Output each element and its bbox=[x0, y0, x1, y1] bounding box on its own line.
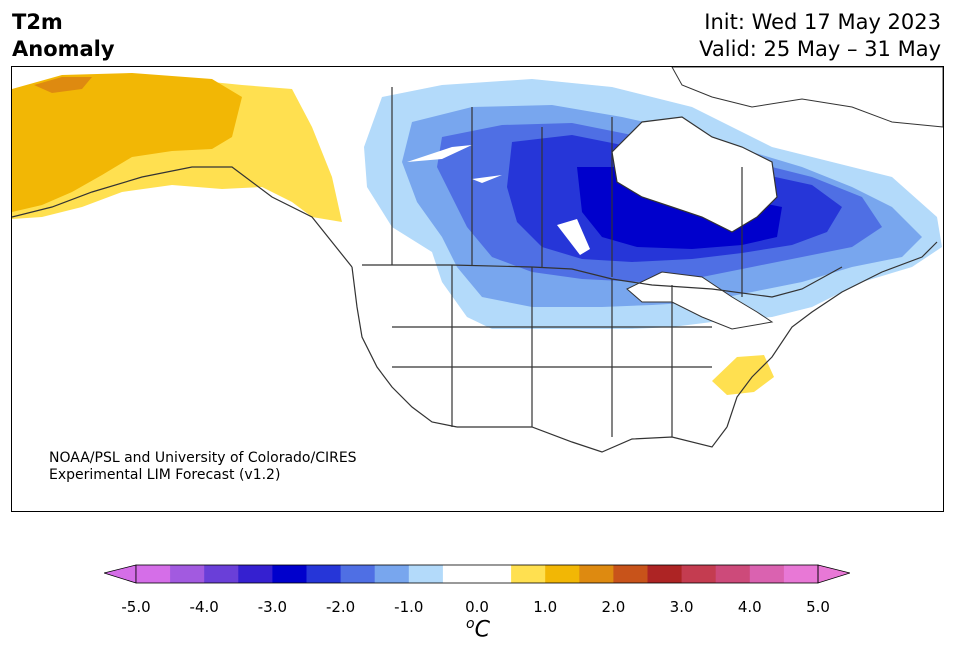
map-title: T2m Anomaly bbox=[12, 9, 115, 63]
valid-range: Valid: 25 May – 31 May bbox=[699, 37, 941, 61]
colorbar-extend-min bbox=[104, 564, 137, 584]
colorbar-outline bbox=[135, 564, 819, 584]
colorbar-cell bbox=[204, 565, 239, 583]
forecast-dates: Init: Wed 17 May 2023 Valid: 25 May – 31… bbox=[699, 9, 941, 63]
colorbar-cell bbox=[681, 565, 717, 583]
colorbar-tick-label: 1.0 bbox=[533, 598, 558, 616]
alaska-warm-mid bbox=[12, 73, 242, 212]
atlantic-coast bbox=[726, 241, 938, 428]
init-date: Init: Wed 17 May 2023 bbox=[704, 10, 941, 34]
colorbar-cell bbox=[442, 565, 478, 583]
colorbar-tick-label: -1.0 bbox=[394, 598, 424, 616]
lake-1 bbox=[407, 145, 472, 162]
carolina-warm bbox=[712, 355, 774, 395]
credit-text: NOAA/PSL and University of Colorado/CIRE… bbox=[49, 450, 357, 484]
alaska-coast bbox=[12, 166, 353, 268]
colorbar-cell bbox=[238, 565, 273, 583]
pacific-coast bbox=[351, 266, 458, 428]
arctic-islands bbox=[671, 67, 943, 128]
title-line-2: Anomaly bbox=[12, 37, 115, 61]
colorbar-cell bbox=[783, 565, 819, 583]
hudson-bay bbox=[611, 116, 778, 233]
colorbar-cell bbox=[374, 565, 410, 583]
canada-province-lines bbox=[391, 87, 743, 297]
colorbar-tick-label: 5.0 bbox=[806, 598, 830, 616]
colorbar-cell bbox=[579, 565, 614, 583]
colorbar-tick-label: -2.0 bbox=[325, 598, 356, 616]
colorbar-cell bbox=[306, 565, 342, 583]
colorbar-cell bbox=[170, 565, 205, 583]
gulf-coast bbox=[457, 426, 728, 453]
colorbar-cell bbox=[647, 565, 683, 583]
colorbar-cell bbox=[477, 565, 512, 583]
title-line-1: T2m bbox=[12, 10, 63, 34]
unit-degree: o bbox=[466, 616, 475, 632]
colorbar-tick-label: -5.0 bbox=[121, 598, 151, 616]
colorbar-tick-label: 0.0 bbox=[465, 598, 489, 616]
colorbar-cell bbox=[136, 565, 171, 583]
colorbar-tick-label: 3.0 bbox=[669, 598, 694, 616]
colorbar-cell bbox=[545, 565, 580, 583]
anomaly-map bbox=[11, 66, 944, 512]
colorbar-cell bbox=[408, 565, 444, 583]
borders bbox=[12, 87, 938, 453]
colorbar-extend-max bbox=[817, 564, 850, 584]
credit-line-2: Experimental LIM Forecast (v1.2) bbox=[49, 467, 281, 483]
colorbar-tick-label: -4.0 bbox=[189, 598, 219, 616]
colorbar-cell bbox=[511, 565, 546, 583]
colorbar-cell bbox=[340, 565, 376, 583]
colorbar-tick-label: -3.0 bbox=[257, 598, 288, 616]
colorbar-unit: oC bbox=[466, 616, 490, 642]
lake-3 bbox=[557, 219, 590, 255]
colorbar-tick-label: 2.0 bbox=[601, 598, 626, 616]
credit-line-1: NOAA/PSL and University of Colorado/CIRE… bbox=[49, 450, 357, 466]
state-lines bbox=[392, 265, 712, 437]
colorbar-tick-label: 4.0 bbox=[737, 598, 762, 616]
colorbar-cells bbox=[104, 564, 850, 584]
colorbar-cell bbox=[272, 565, 307, 583]
map-canvas bbox=[12, 67, 943, 453]
colorbar-cell bbox=[613, 565, 648, 583]
alaska-warm-dark bbox=[34, 77, 92, 93]
unit-base: C bbox=[474, 617, 490, 643]
lake-2 bbox=[472, 175, 502, 183]
colorbar bbox=[104, 564, 850, 584]
us-canada-border bbox=[362, 264, 843, 298]
colorbar-cell bbox=[749, 565, 785, 583]
colorbar-cell bbox=[715, 565, 751, 583]
